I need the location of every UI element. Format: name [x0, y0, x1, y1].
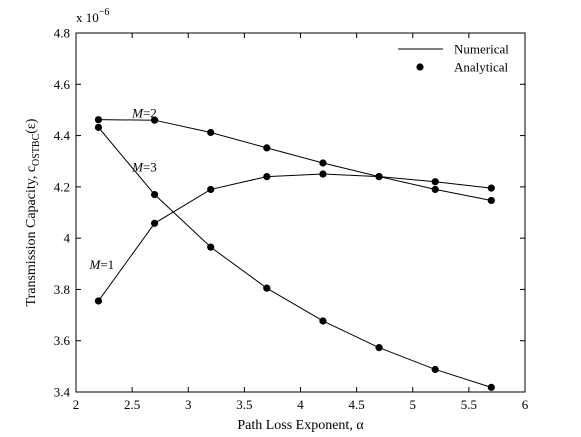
x-tick-label: 4 — [297, 397, 304, 412]
data-point — [431, 185, 439, 194]
series-label-m3: M=3 — [131, 159, 157, 174]
data-point — [94, 297, 103, 305]
data-point — [94, 123, 103, 131]
data-point — [150, 190, 159, 199]
y-tick-label: 3.6 — [54, 333, 71, 348]
x-tick-label: 6 — [522, 397, 529, 412]
data-point — [207, 185, 215, 194]
series-line-3 — [98, 127, 492, 388]
x-axis-label: Path Loss Exponent, α — [237, 418, 364, 433]
x-tick-label: 2 — [73, 397, 80, 412]
y-tick-label: 3.4 — [54, 385, 71, 400]
plot-area: 2 2.5 3 3.5 4 4.5 5 5.5 6 3.4 3.6 3.8 4 4.2 4.4 4.6 4.8 x… — [24, 7, 529, 433]
data-point — [319, 159, 327, 167]
data-point — [207, 243, 215, 251]
series-line-2 — [98, 119, 492, 201]
data-point — [263, 284, 271, 292]
data-point — [150, 219, 159, 227]
data-point — [487, 184, 495, 192]
legend-label-numerical: Numerical — [454, 42, 509, 57]
series-line-1 — [98, 173, 492, 302]
x-tick-label: 4.5 — [349, 397, 365, 412]
series-label-m2: M=2 — [131, 106, 157, 121]
data-point — [375, 344, 383, 352]
y-tick-label: 4.8 — [54, 26, 70, 41]
x-tick-label: 5.5 — [461, 397, 477, 412]
data-point — [207, 128, 215, 137]
axes-frame — [75, 32, 526, 393]
data-point — [150, 116, 159, 124]
data-point — [487, 383, 495, 391]
data-point — [319, 170, 327, 178]
data-point — [375, 173, 383, 181]
data-point — [319, 317, 327, 325]
data-point — [431, 365, 439, 374]
y-tick-label: 4.2 — [54, 179, 70, 194]
x-tick-label: 5 — [410, 397, 417, 412]
legend-label-analytical: Analytical — [454, 60, 509, 75]
y-tick-label: 3.8 — [54, 282, 70, 297]
data-point — [263, 173, 271, 181]
y-tick-label: 4 — [64, 231, 71, 246]
legend-marker-swatch — [416, 63, 424, 71]
y-tick-label: 4.4 — [54, 128, 71, 143]
y-multiplier: x 10−6 — [76, 7, 109, 25]
y-tick-label: 4.6 — [54, 77, 71, 92]
data-point — [487, 196, 495, 205]
x-tick-label: 2.5 — [124, 397, 140, 412]
x-tick-label: 3 — [185, 397, 192, 412]
y-axis-label: Transmission Capacity, cOSTBC(ε) — [24, 118, 42, 306]
x-tick-label: 3.5 — [236, 397, 252, 412]
data-point — [94, 116, 103, 124]
data-point — [431, 178, 439, 186]
data-point — [263, 144, 271, 152]
series-label-m1: M=1 — [88, 257, 114, 272]
